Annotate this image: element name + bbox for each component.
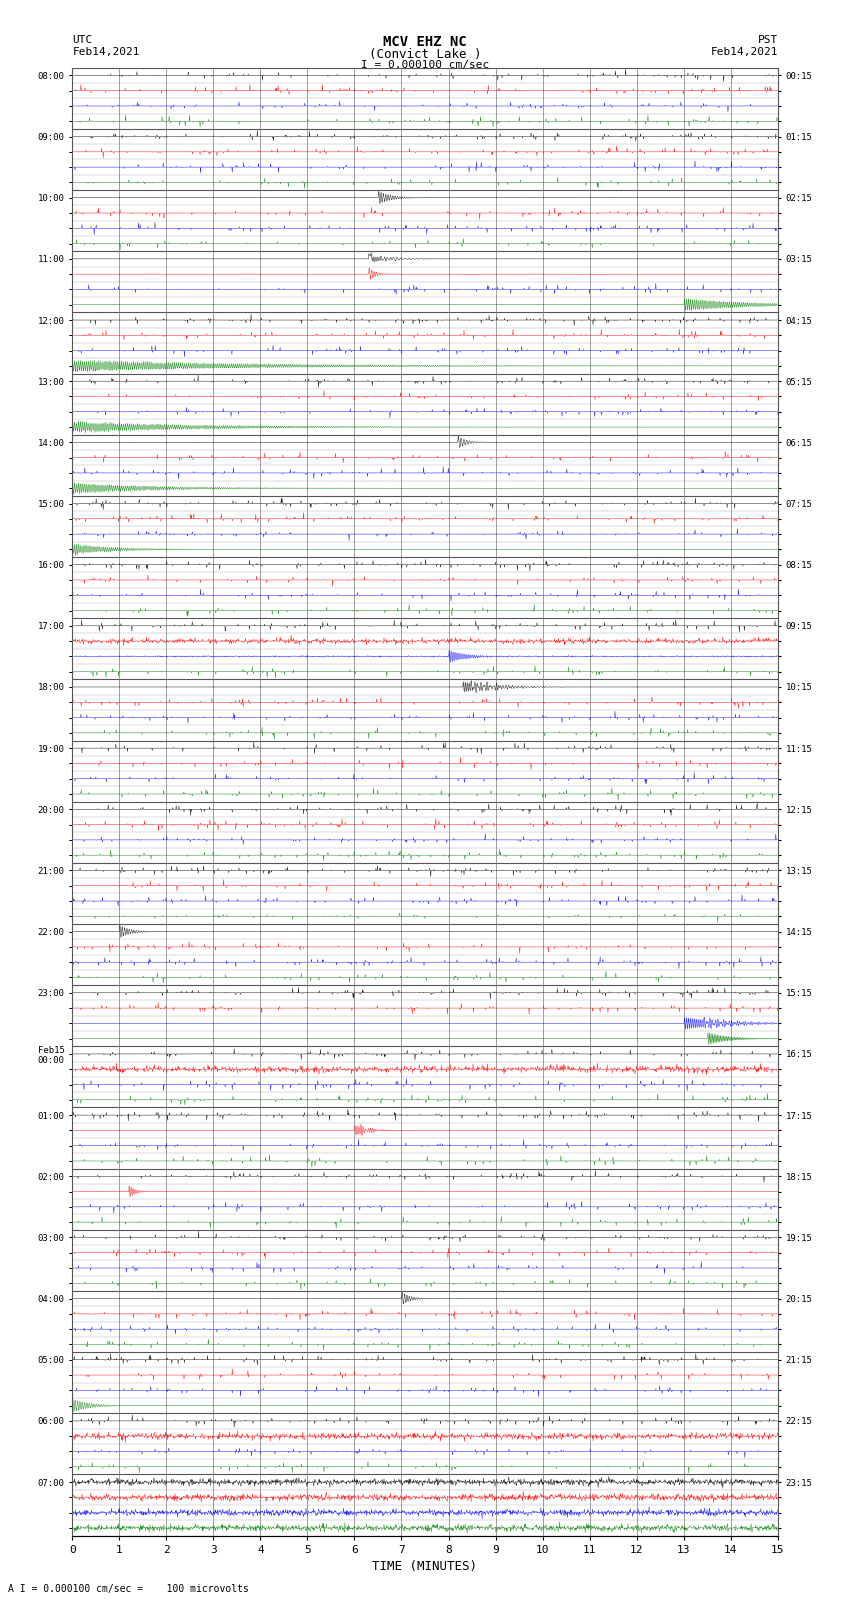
Text: MCV EHZ NC: MCV EHZ NC xyxy=(383,35,467,50)
Text: I = 0.000100 cm/sec: I = 0.000100 cm/sec xyxy=(361,60,489,69)
Text: (Convict Lake ): (Convict Lake ) xyxy=(369,48,481,61)
Text: PST
Feb14,2021: PST Feb14,2021 xyxy=(711,35,778,56)
Text: A I = 0.000100 cm/sec =    100 microvolts: A I = 0.000100 cm/sec = 100 microvolts xyxy=(8,1584,249,1594)
X-axis label: TIME (MINUTES): TIME (MINUTES) xyxy=(372,1560,478,1573)
Text: UTC
Feb14,2021: UTC Feb14,2021 xyxy=(72,35,139,56)
